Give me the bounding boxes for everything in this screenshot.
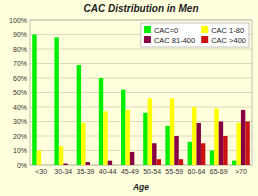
x-tick-label: 65-69	[210, 168, 228, 175]
bar	[210, 151, 214, 166]
bar	[179, 159, 183, 165]
bar	[103, 111, 107, 165]
bar	[108, 161, 112, 165]
chart: CAC Distribution in Men 0% 10% 20% 30% 40% 50%…	[0, 0, 258, 196]
bar	[112, 165, 116, 166]
bar	[241, 110, 245, 165]
plot-frame	[30, 20, 252, 165]
bar	[90, 165, 94, 166]
legend-swatch	[144, 26, 151, 33]
bar	[81, 123, 85, 165]
bar	[130, 152, 134, 165]
x-axis-label: Age	[132, 182, 149, 192]
x-tick-label: <30	[35, 168, 47, 175]
bar	[214, 108, 218, 165]
legend-swatch	[144, 36, 151, 43]
x-tick-label: >70	[235, 168, 247, 175]
bar	[121, 90, 125, 165]
background	[0, 0, 258, 196]
bar	[59, 146, 63, 165]
legend-label: CAC 1-80	[211, 26, 244, 35]
bar	[37, 151, 41, 166]
x-tick-label: 40-44	[99, 168, 117, 175]
bar	[41, 165, 45, 166]
bar	[236, 123, 240, 165]
grid-line	[30, 92, 252, 93]
legend-label: CAC >400	[211, 36, 246, 45]
bar	[125, 110, 129, 165]
y-tick-label: 90%	[13, 31, 27, 38]
y-tick-label: 80%	[13, 46, 27, 53]
x-tick-label: 50-54	[143, 168, 161, 175]
y-tick-label: 20%	[13, 133, 27, 140]
bar	[148, 98, 152, 165]
bar	[223, 136, 227, 165]
bar	[32, 35, 36, 166]
bar	[245, 122, 249, 166]
grid-line	[30, 63, 252, 64]
bar	[152, 143, 156, 165]
bar	[63, 164, 67, 165]
bar	[99, 78, 103, 165]
grid-line	[30, 78, 252, 79]
y-tick-label: 50%	[13, 89, 27, 96]
bar	[134, 165, 138, 166]
legend-swatch	[201, 36, 208, 43]
x-tick-label: 35-39	[77, 168, 95, 175]
bar	[170, 98, 174, 165]
bar	[192, 107, 196, 165]
legend-box	[141, 23, 249, 47]
y-tick-label: 0%	[17, 162, 27, 169]
bar	[232, 161, 236, 165]
bar	[54, 37, 58, 165]
grid-line	[30, 107, 252, 108]
bar	[143, 113, 147, 165]
x-tick-label: 30-34	[54, 168, 72, 175]
bar	[86, 162, 90, 165]
bar	[188, 142, 192, 165]
bar	[197, 123, 201, 165]
legend: CAC=0 CAC 1-80 CAC 81-400 CAC >400	[141, 23, 249, 47]
bars	[32, 35, 250, 166]
title: CAC Distribution in Men	[84, 3, 199, 14]
bar	[174, 136, 178, 165]
y-tick-label: 70%	[13, 60, 27, 67]
legend-swatch	[201, 26, 208, 33]
bar	[165, 126, 169, 165]
legend-label: CAC 81-400	[154, 36, 195, 45]
y-tick-label: 30%	[13, 118, 27, 125]
legend-label: CAC=0	[154, 26, 178, 35]
x-tick-label: 60-64	[188, 168, 206, 175]
y-tick-label: 10%	[13, 147, 27, 154]
grid-line	[30, 49, 252, 50]
bar	[201, 143, 205, 165]
x-tick-label: 55-59	[165, 168, 183, 175]
y-tick-label: 60%	[13, 75, 27, 82]
x-tick-label: 45-49	[121, 168, 139, 175]
y-tick-label: 100%	[9, 17, 27, 24]
bar	[219, 122, 223, 166]
y-tick-label: 40%	[13, 104, 27, 111]
bar	[46, 165, 50, 166]
bar	[77, 65, 81, 165]
bar	[157, 159, 161, 165]
grid	[30, 20, 252, 165]
bar	[68, 165, 72, 166]
